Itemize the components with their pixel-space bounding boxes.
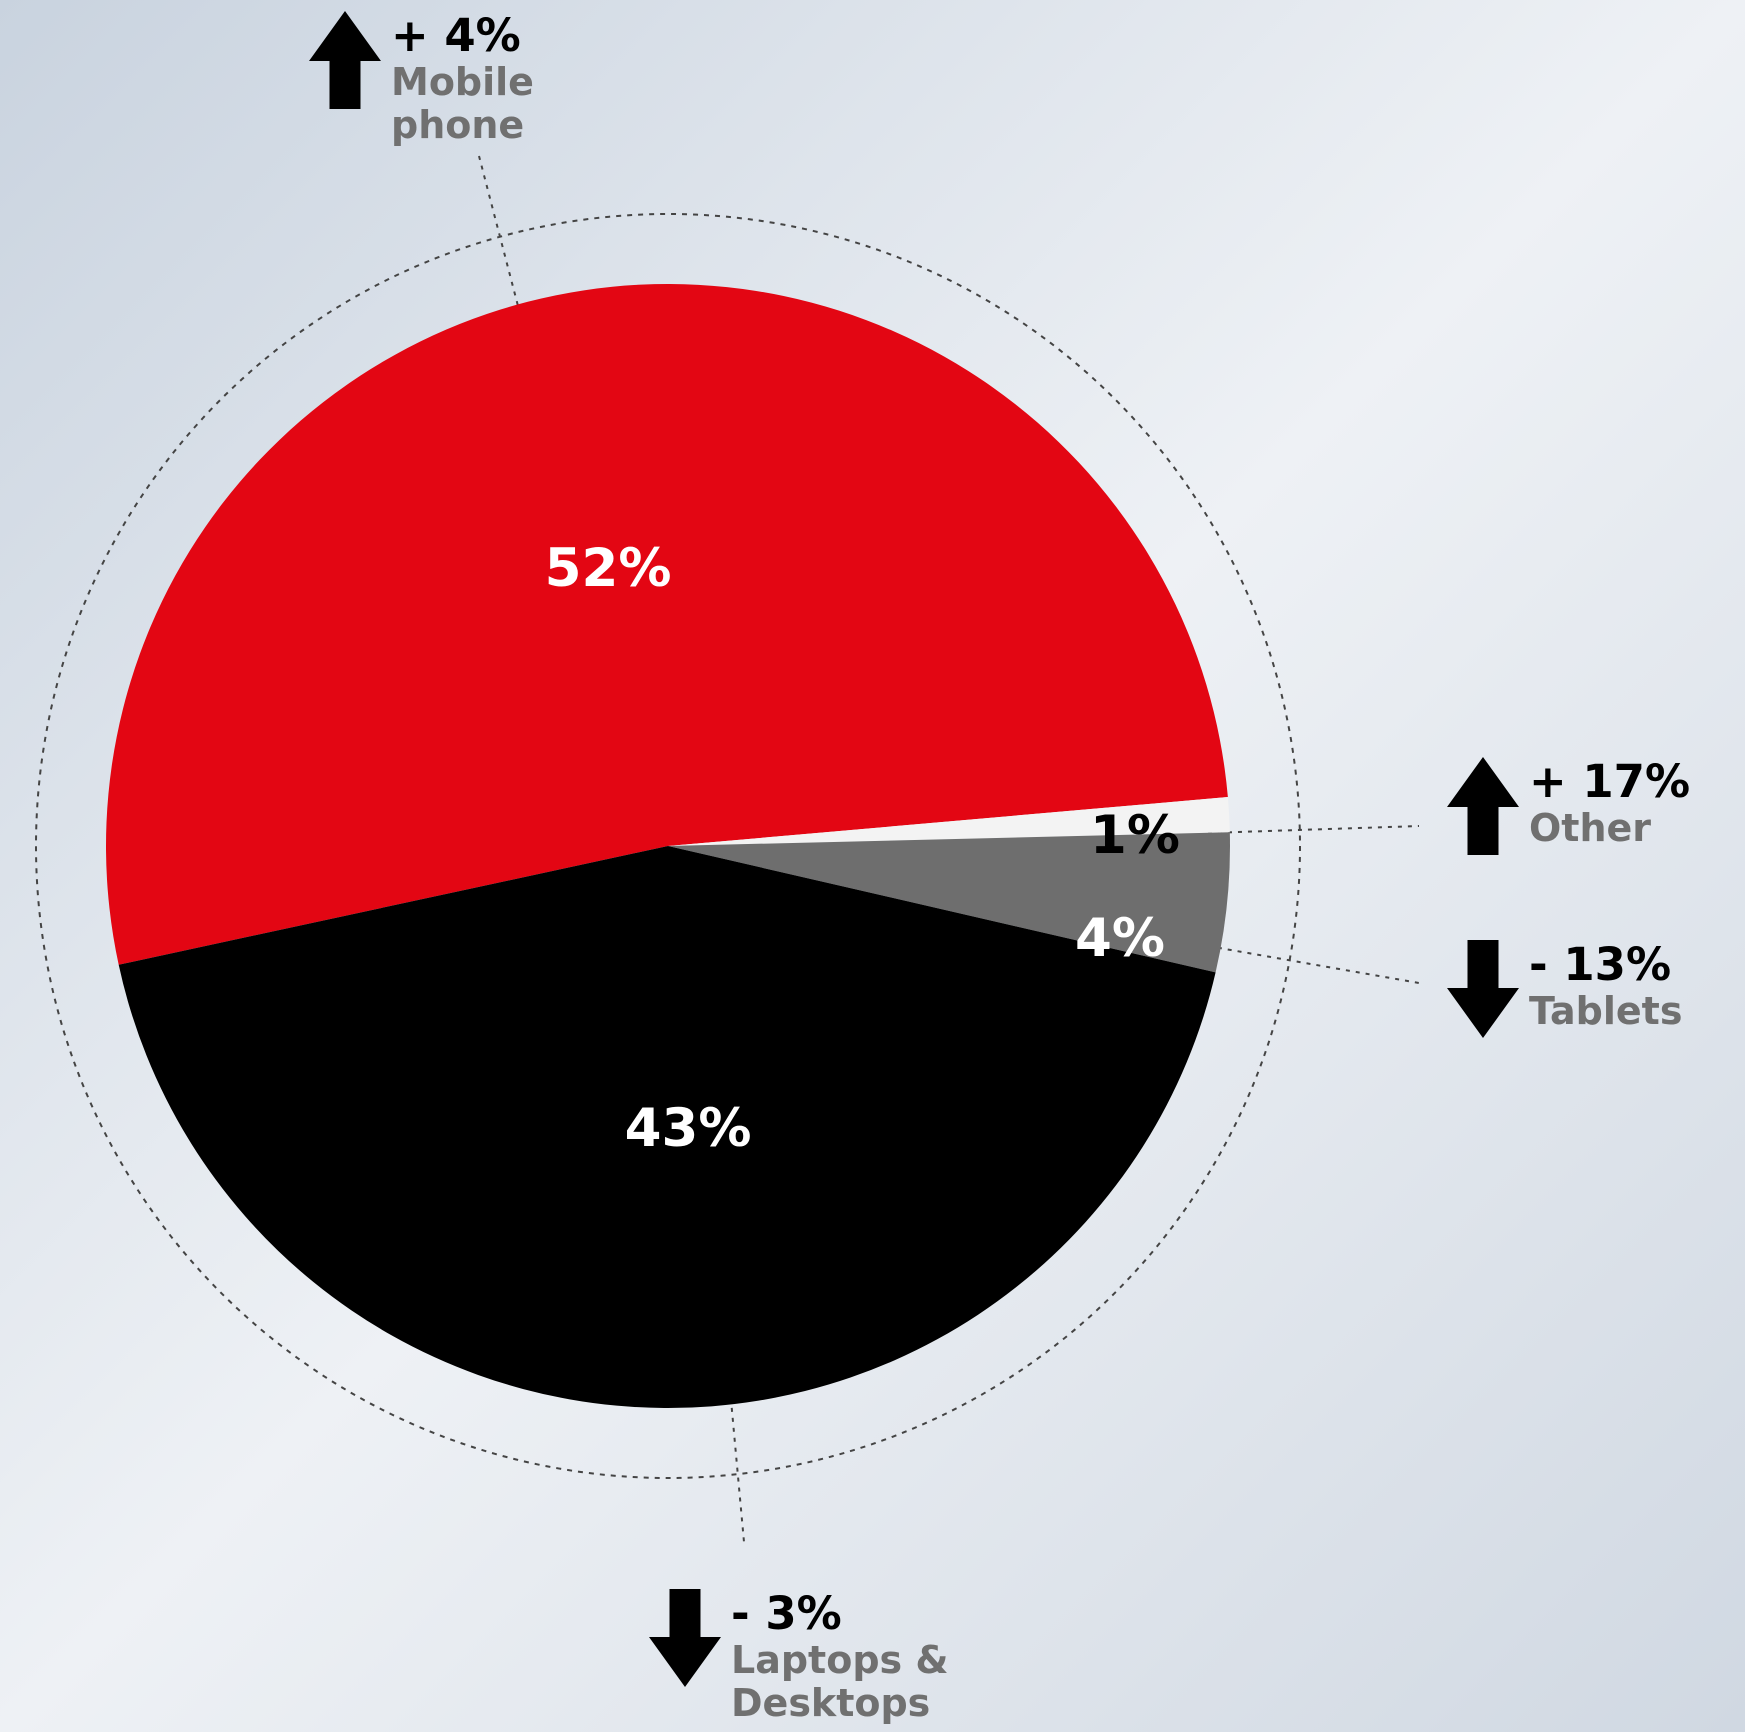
arrow-up	[1447, 757, 1519, 855]
leader-lines	[478, 155, 1420, 1543]
outer-ring	[35, 213, 1301, 1479]
pie-slice	[118, 846, 1216, 1408]
change-label: + 4%	[391, 9, 521, 62]
category-label: Tablets	[1529, 989, 1682, 1033]
arrow-down	[649, 1589, 721, 1687]
category-label: Other	[1529, 806, 1651, 850]
slice-label: 52%	[545, 538, 672, 599]
arrow-down	[1447, 940, 1519, 1038]
arrow-up	[309, 11, 381, 109]
pie-slice	[668, 797, 1230, 846]
pie-slice	[668, 832, 1230, 973]
change-label: - 3%	[731, 1587, 842, 1640]
slice-label: 1%	[1090, 805, 1180, 866]
leader-line	[728, 1377, 745, 1543]
change-label: - 13%	[1529, 938, 1671, 991]
category-label: Mobile phone	[391, 60, 534, 147]
category-label: Laptops & Desktops	[731, 1638, 949, 1725]
change-label: + 17%	[1529, 755, 1690, 808]
slice-label: 43%	[625, 1098, 752, 1159]
pie-slice	[106, 284, 1228, 965]
slice-label: 4%	[1075, 908, 1165, 969]
